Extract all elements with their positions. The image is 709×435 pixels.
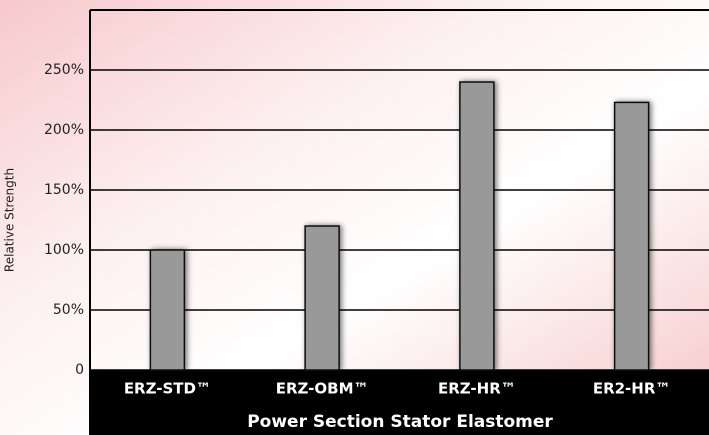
bar — [149, 249, 186, 371]
y-tick-label: 0 — [75, 362, 84, 378]
x-tick-label: ERZ-STD™ — [124, 380, 211, 398]
y-tick-label: 150% — [44, 182, 84, 198]
y-tick-label: 250% — [44, 62, 84, 78]
x-tick-label: ER2-HR™ — [593, 380, 671, 398]
x-axis-label: Power Section Stator Elastomer — [247, 412, 553, 432]
y-tick-label: 50% — [53, 302, 84, 318]
y-tick-label: 100% — [44, 242, 84, 258]
x-tick-label: ERZ-OBM™ — [276, 380, 369, 398]
y-tick-label: 200% — [44, 122, 84, 138]
bar — [304, 225, 340, 371]
bar — [459, 81, 495, 371]
x-band — [90, 370, 709, 435]
y-axis-label: Relative Strength — [3, 168, 17, 272]
x-tick-label: ERZ-HR™ — [438, 380, 516, 398]
bar — [613, 101, 650, 371]
